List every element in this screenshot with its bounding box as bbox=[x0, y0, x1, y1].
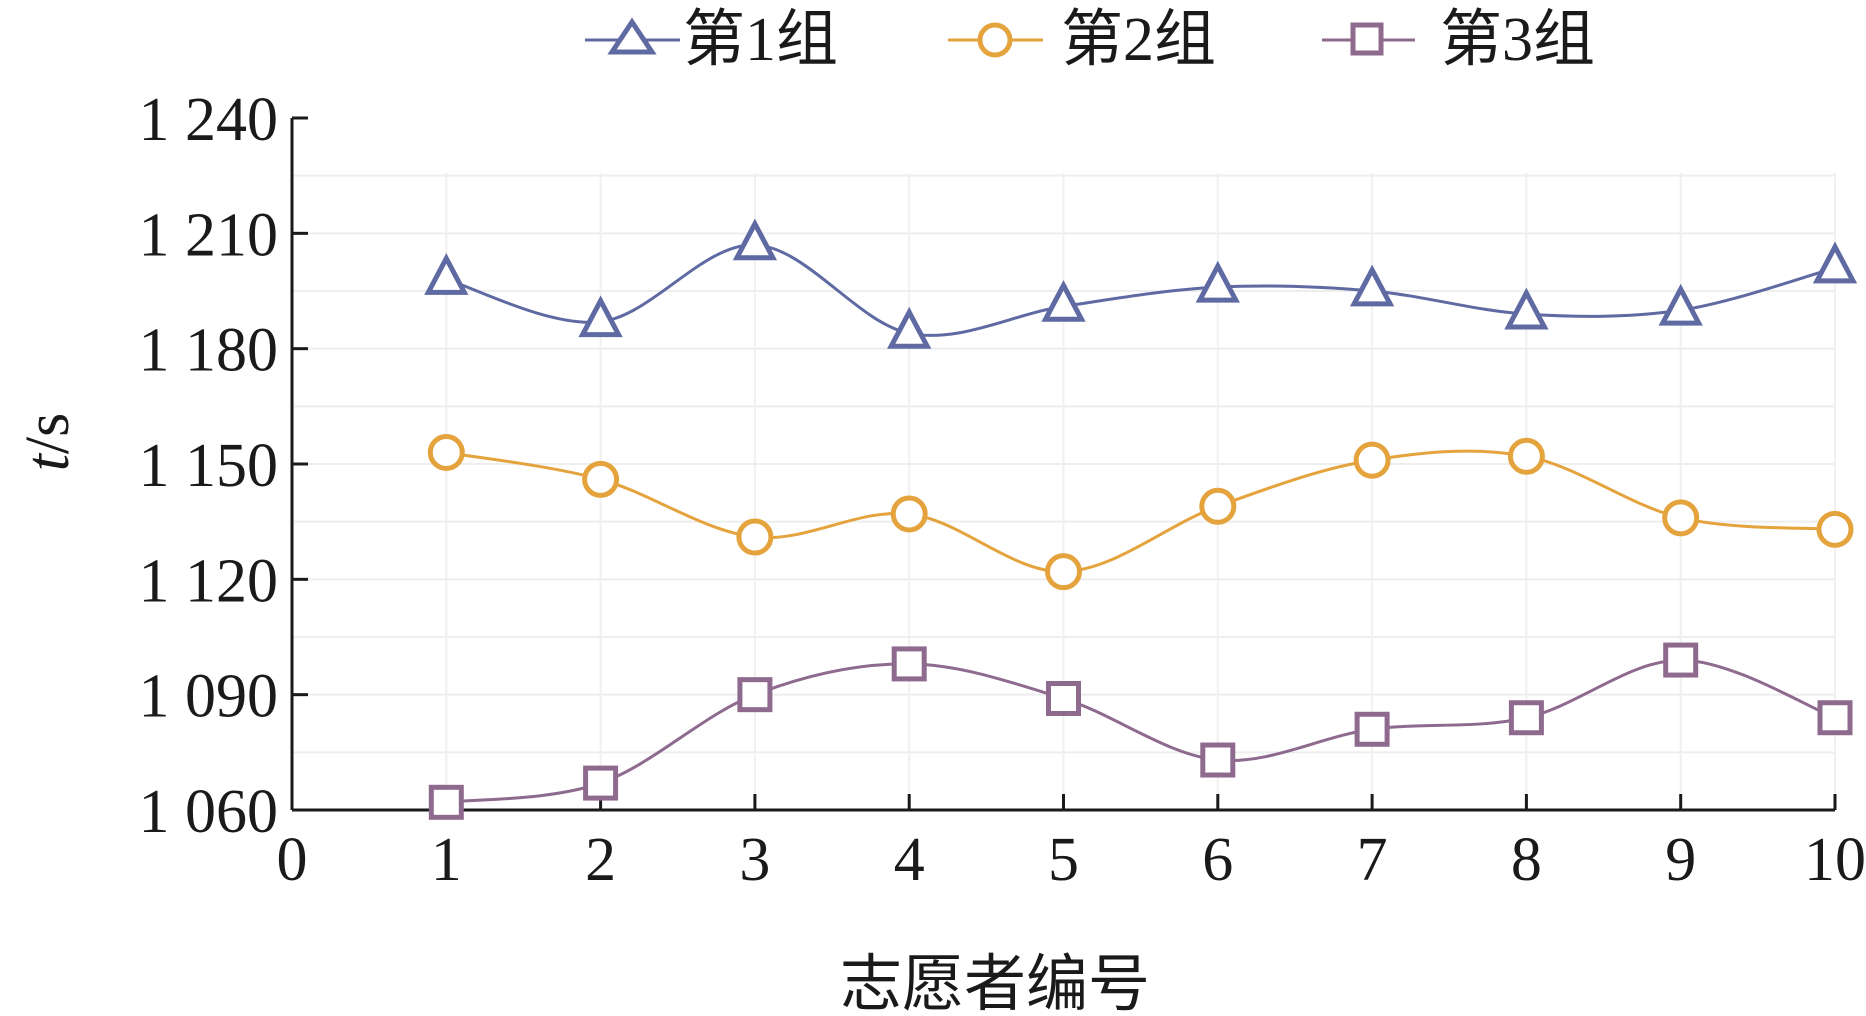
legend-item-2: 第2组 bbox=[948, 6, 1216, 74]
y-tick-label: 1 180 bbox=[139, 317, 279, 385]
data-point bbox=[1504, 287, 1549, 330]
data-point bbox=[1045, 553, 1082, 591]
x-axis-title: 志愿者编号 bbox=[840, 951, 1150, 1016]
y-tick-label: 1 210 bbox=[139, 201, 279, 269]
data-point bbox=[1508, 700, 1544, 736]
legend-item-1: 第1组 bbox=[585, 6, 838, 74]
series bbox=[424, 218, 1858, 820]
legend: 第1组 第2组 第3组 bbox=[585, 6, 1595, 74]
series-line-1 bbox=[445, 243, 1836, 337]
data-point bbox=[1507, 437, 1545, 475]
data-point bbox=[1817, 700, 1853, 736]
ticks: 1 060 1 090 1 120 1 150 1 180 1 210 1 240 0 1 2 3 4… bbox=[139, 86, 1866, 894]
y-axis-title-unit: /s bbox=[14, 413, 82, 454]
data-point bbox=[737, 677, 773, 713]
legend-item-3: 第3组 bbox=[1322, 6, 1595, 74]
data-point bbox=[732, 218, 778, 261]
series-line-3 bbox=[446, 658, 1836, 804]
data-point bbox=[578, 295, 623, 338]
x-tick-label: 10 bbox=[1804, 826, 1866, 894]
y-tick-label: 1 120 bbox=[139, 547, 279, 615]
series-1 bbox=[424, 218, 1858, 349]
data-point bbox=[1041, 279, 1086, 322]
data-point bbox=[1353, 441, 1391, 479]
y-tick-label: 1 060 bbox=[139, 778, 279, 846]
data-point bbox=[424, 253, 469, 295]
data-point bbox=[1199, 487, 1237, 525]
data-point bbox=[1812, 241, 1858, 284]
x-tick-label: 4 bbox=[894, 826, 925, 894]
x-tick-label: 2 bbox=[585, 826, 616, 894]
data-point bbox=[890, 495, 928, 533]
x-tick-label: 9 bbox=[1665, 826, 1696, 894]
y-tick-label: 1 090 bbox=[139, 663, 279, 731]
data-point bbox=[887, 306, 932, 349]
x-tick-label: 6 bbox=[1202, 826, 1233, 894]
data-point bbox=[582, 460, 620, 498]
series-3 bbox=[428, 642, 1853, 820]
grid bbox=[292, 173, 1836, 810]
y-axis-title: t/s bbox=[14, 413, 82, 472]
data-point bbox=[1662, 499, 1700, 537]
data-point bbox=[1354, 711, 1390, 747]
data-point bbox=[1658, 283, 1703, 326]
x-tick-label: 7 bbox=[1357, 826, 1388, 894]
y-tick-label: 1 150 bbox=[139, 432, 279, 500]
data-point bbox=[1195, 260, 1240, 303]
data-point bbox=[1816, 510, 1854, 548]
data-point bbox=[1200, 742, 1236, 778]
data-point bbox=[736, 518, 774, 556]
data-point bbox=[428, 784, 464, 820]
data-point bbox=[1349, 264, 1395, 307]
legend-label-2: 第2组 bbox=[1061, 6, 1216, 74]
x-tick-label: 0 bbox=[277, 826, 308, 894]
x-tick-label: 3 bbox=[739, 826, 770, 894]
series-2 bbox=[427, 433, 1854, 591]
y-axis-title-var: t bbox=[14, 452, 82, 471]
legend-label-1: 第1组 bbox=[683, 6, 838, 74]
y-tick-label: 1 240 bbox=[139, 86, 279, 154]
data-point bbox=[427, 433, 465, 471]
data-point bbox=[583, 765, 619, 801]
x-tick-label: 1 bbox=[431, 826, 462, 894]
data-point bbox=[891, 646, 927, 682]
data-point bbox=[1663, 642, 1699, 678]
series-line-2 bbox=[446, 449, 1836, 574]
x-tick-label: 8 bbox=[1511, 826, 1542, 894]
data-point bbox=[1046, 681, 1081, 717]
legend-label-3: 第3组 bbox=[1440, 6, 1595, 74]
x-tick-label: 5 bbox=[1048, 826, 1079, 894]
